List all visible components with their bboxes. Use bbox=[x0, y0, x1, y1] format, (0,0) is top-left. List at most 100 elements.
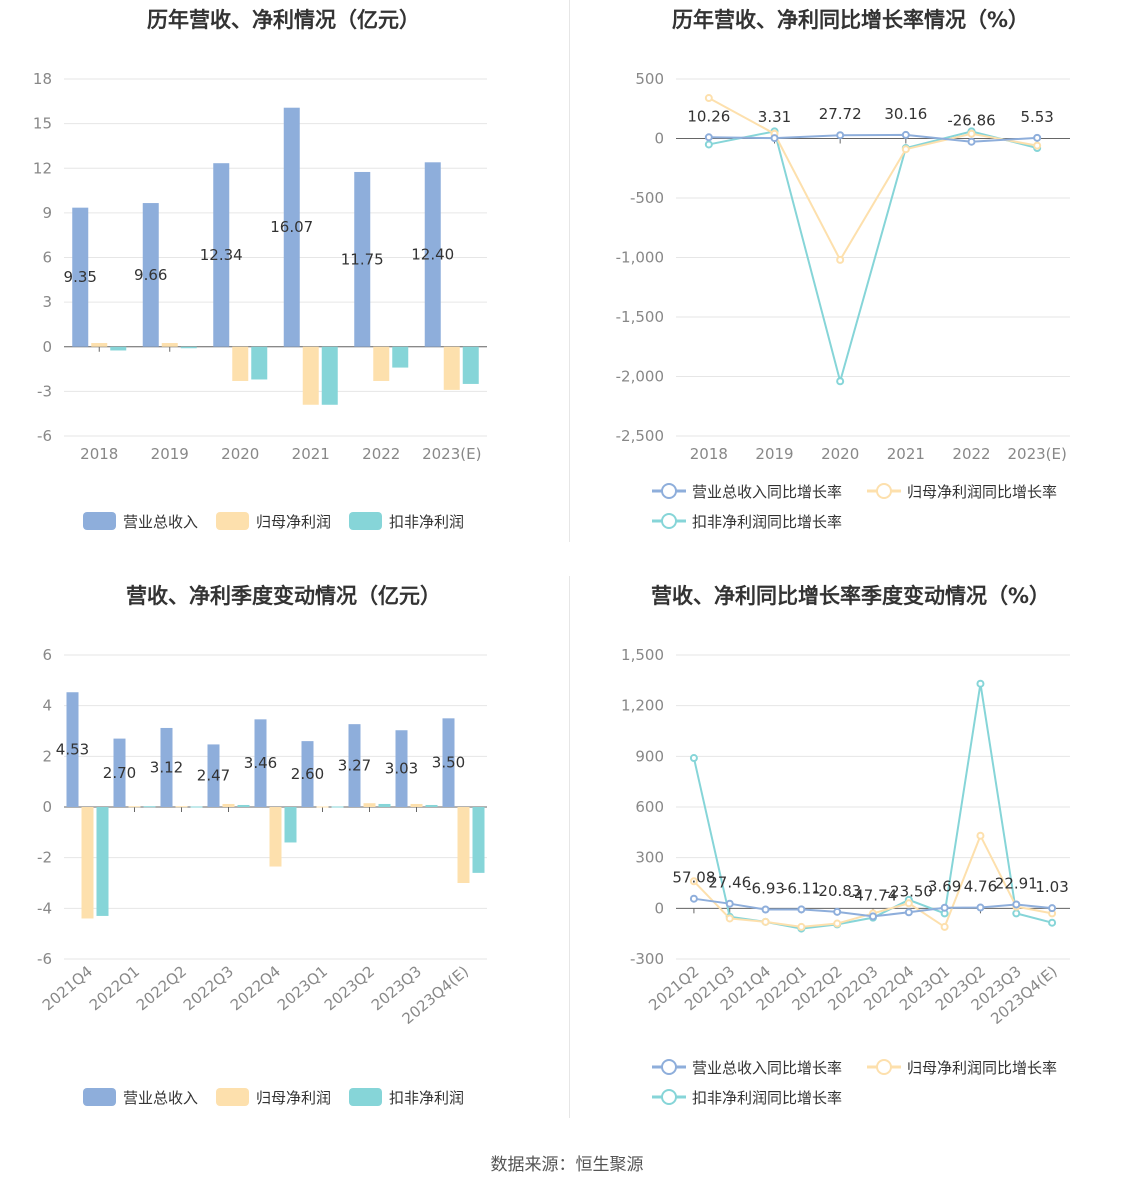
bar bbox=[66, 692, 79, 807]
data-point bbox=[940, 922, 949, 931]
legend-label: 营业总收入同比增长率 bbox=[692, 483, 842, 501]
chart-panel-quarterly-growth: 营收、净利同比增长率季度变动情况（%） 1,500 1,200 900 600 300 0… bbox=[567, 576, 1134, 1151]
data-point bbox=[836, 377, 845, 386]
y-tick-label: -4 bbox=[37, 899, 52, 917]
chart-title: 营收、净利季度变动情况（亿元） bbox=[126, 584, 441, 608]
data-point bbox=[704, 140, 713, 149]
annual-growth-chart: 500 0 -500 -1,000 -1,500 -2,000 -2,500 2018 2019… bbox=[616, 70, 1070, 531]
x-tick-label: 2023Q1 bbox=[274, 962, 331, 1014]
legend-label: 归母净利润 bbox=[256, 1089, 331, 1107]
x-tick-label: 2022Q2 bbox=[133, 962, 190, 1014]
bar bbox=[472, 807, 485, 873]
y-tick-label: 15 bbox=[33, 115, 52, 133]
data-label: 3.03 bbox=[385, 760, 418, 778]
bar bbox=[283, 107, 300, 347]
series-line bbox=[708, 133, 1038, 143]
legend-marker bbox=[661, 483, 677, 499]
data-point bbox=[833, 907, 842, 916]
data-label: 2.47 bbox=[197, 767, 230, 785]
bar bbox=[207, 744, 220, 807]
bar bbox=[457, 807, 470, 883]
chart-title: 营收、净利同比增长率季度变动情况（%） bbox=[650, 584, 1051, 608]
data-point bbox=[761, 917, 770, 926]
bar bbox=[254, 719, 267, 807]
data-label: 4.53 bbox=[56, 741, 89, 759]
data-point bbox=[833, 919, 842, 928]
legend-label: 扣非净利润同比增长率 bbox=[692, 513, 842, 531]
quarterly-growth-chart: 1,5001,2009006003000-3002021Q22021Q32021… bbox=[621, 646, 1070, 1107]
y-tick-label: -2 bbox=[37, 849, 52, 867]
y-tick-label: 0 bbox=[42, 338, 52, 356]
bar bbox=[321, 346, 338, 405]
data-point bbox=[797, 922, 806, 931]
data-label: 57.08 bbox=[672, 869, 715, 887]
bar bbox=[142, 203, 159, 347]
data-label: -6.11 bbox=[782, 879, 821, 897]
y-tick-label: 1,500 bbox=[621, 646, 664, 664]
data-point bbox=[976, 831, 985, 840]
legend-label: 营业总收入同比增长率 bbox=[692, 1059, 842, 1077]
x-tick-label: 2019 bbox=[151, 445, 189, 463]
data-point bbox=[1012, 900, 1021, 909]
y-tick-label: 1,200 bbox=[621, 697, 664, 715]
y-tick-label: 500 bbox=[635, 70, 664, 88]
legend-label: 扣非净利润 bbox=[389, 1089, 464, 1107]
legend-marker bbox=[876, 1059, 892, 1075]
legend-swatch bbox=[83, 1088, 116, 1106]
y-tick-label: -1,000 bbox=[616, 249, 664, 267]
bar bbox=[143, 806, 156, 808]
bar bbox=[410, 803, 423, 807]
data-point bbox=[904, 899, 913, 908]
y-tick-label: -3 bbox=[37, 382, 52, 400]
bar bbox=[301, 741, 314, 807]
legend-swatch bbox=[216, 512, 249, 530]
data-point bbox=[1048, 918, 1057, 927]
bar bbox=[190, 806, 203, 808]
data-point bbox=[1012, 909, 1021, 918]
legend-swatch bbox=[83, 512, 116, 530]
bar bbox=[284, 807, 297, 843]
data-label: 27.72 bbox=[819, 105, 862, 123]
data-point bbox=[869, 912, 877, 921]
y-tick-label: -1,500 bbox=[616, 308, 664, 326]
bar bbox=[378, 803, 391, 807]
data-label: 10.26 bbox=[687, 107, 730, 125]
data-point bbox=[725, 899, 734, 908]
data-label: -6.93 bbox=[746, 880, 785, 898]
bar bbox=[128, 806, 141, 808]
chart-panel-annual-values: 历年营收、净利情况（亿元） 18 15 12 9 6 3 0 -3 -6 2018 2019 2020… bbox=[0, 0, 567, 575]
data-point bbox=[704, 94, 713, 103]
x-tick-label: 2018 bbox=[80, 445, 118, 463]
bar bbox=[91, 343, 108, 347]
legend-label: 扣非净利润 bbox=[389, 513, 464, 531]
bar bbox=[213, 163, 230, 347]
panel-divider bbox=[569, 576, 570, 1118]
data-source-note: 数据来源：恒生聚源 bbox=[490, 1155, 644, 1175]
chart-panel-annual-growth: 历年营收、净利同比增长率情况（%） 500 0 -500 -1,000 -1,500 -2… bbox=[567, 0, 1134, 575]
y-tick-label: 300 bbox=[635, 849, 664, 867]
bar bbox=[232, 346, 249, 381]
x-tick-label: 2022 bbox=[362, 445, 400, 463]
bar bbox=[160, 727, 173, 807]
data-label: 3.31 bbox=[758, 108, 791, 126]
bar bbox=[363, 803, 376, 807]
bar bbox=[348, 724, 361, 807]
x-tick-label: 2021 bbox=[887, 445, 925, 463]
y-tick-label: -2,000 bbox=[616, 368, 664, 386]
y-tick-label: 6 bbox=[42, 646, 52, 664]
y-tick-label: 6 bbox=[42, 249, 52, 267]
bar bbox=[302, 346, 319, 405]
y-tick-label: 900 bbox=[635, 747, 664, 765]
data-label: 3.12 bbox=[150, 758, 183, 776]
data-label: -20.83 bbox=[813, 882, 861, 900]
data-label: 4.76 bbox=[964, 878, 997, 896]
bar bbox=[175, 806, 188, 808]
legend-swatch bbox=[349, 512, 382, 530]
y-tick-label: -500 bbox=[630, 189, 664, 207]
data-label: 3.46 bbox=[244, 754, 277, 772]
data-label: 3.69 bbox=[928, 878, 961, 896]
bar bbox=[425, 804, 438, 807]
data-point bbox=[797, 905, 806, 914]
bar bbox=[395, 730, 408, 807]
x-tick-label: 2022Q3 bbox=[180, 962, 237, 1014]
